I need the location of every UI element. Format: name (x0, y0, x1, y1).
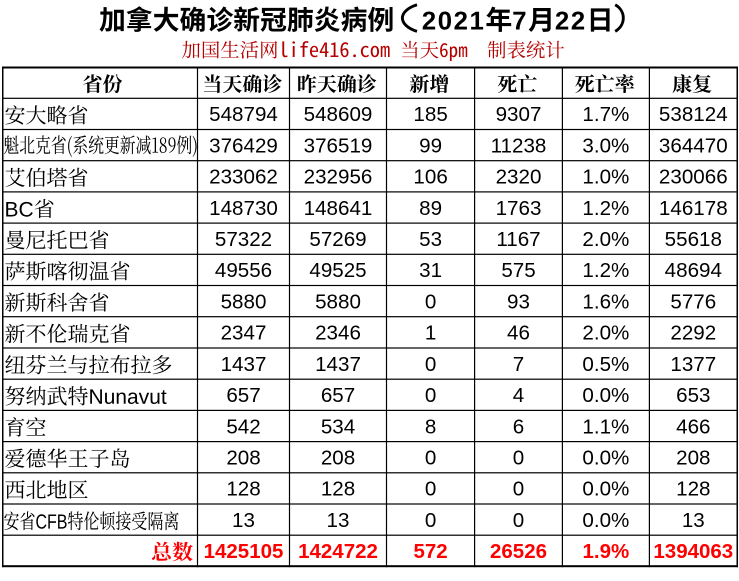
svg-text:8: 8 (425, 415, 436, 438)
svg-text:55618: 55618 (665, 228, 722, 251)
svg-text:0: 0 (425, 384, 436, 407)
svg-text:0.0%: 0.0% (582, 447, 629, 470)
svg-text:208: 208 (321, 447, 355, 470)
svg-text:572: 572 (413, 540, 447, 563)
svg-text:5880: 5880 (221, 290, 267, 313)
svg-text:1394063: 1394063 (653, 540, 733, 563)
svg-text:232956: 232956 (304, 166, 373, 189)
svg-text:2.0%: 2.0% (582, 322, 629, 345)
svg-text:542: 542 (226, 415, 260, 438)
svg-text:6: 6 (513, 415, 524, 438)
svg-text:0.5%: 0.5% (582, 353, 629, 376)
svg-text:1424722: 1424722 (298, 540, 378, 563)
svg-text:0.0%: 0.0% (582, 478, 629, 501)
svg-text:3.0%: 3.0% (582, 134, 629, 157)
svg-text:653: 653 (676, 384, 710, 407)
svg-text:53: 53 (419, 228, 442, 251)
svg-text:1: 1 (425, 322, 436, 345)
svg-text:208: 208 (676, 447, 710, 470)
svg-text:0: 0 (513, 447, 524, 470)
svg-text:1.0%: 1.0% (582, 166, 629, 189)
svg-text:146178: 146178 (659, 197, 728, 220)
svg-text:0: 0 (425, 509, 436, 532)
svg-text:2347: 2347 (221, 322, 267, 345)
svg-text:575: 575 (501, 259, 535, 282)
svg-text:364470: 364470 (659, 134, 728, 157)
svg-text:2346: 2346 (315, 322, 361, 345)
svg-text:534: 534 (321, 415, 355, 438)
svg-text:31: 31 (419, 259, 442, 282)
svg-text:1167: 1167 (496, 228, 540, 251)
svg-text:48694: 48694 (665, 259, 722, 282)
svg-text:26526: 26526 (490, 540, 547, 563)
svg-text:9307: 9307 (496, 103, 542, 126)
svg-text:185: 185 (413, 103, 447, 126)
svg-text:1.2%: 1.2% (582, 259, 629, 282)
svg-text:1377: 1377 (670, 353, 716, 376)
svg-text:89: 89 (419, 197, 442, 220)
svg-text:93: 93 (507, 290, 530, 313)
svg-text:1425105: 1425105 (204, 540, 284, 563)
svg-text:49525: 49525 (309, 259, 366, 282)
svg-text:13: 13 (327, 509, 350, 532)
svg-text:5776: 5776 (670, 290, 716, 313)
svg-text:7: 7 (513, 353, 524, 376)
svg-text:49556: 49556 (215, 259, 272, 282)
svg-text:0: 0 (425, 447, 436, 470)
svg-text:148730: 148730 (209, 197, 278, 220)
svg-text:1.2%: 1.2% (582, 197, 629, 220)
svg-text:46: 46 (507, 322, 530, 345)
svg-text:1437: 1437 (221, 353, 267, 376)
svg-text:128: 128 (226, 478, 260, 501)
svg-text:376519: 376519 (304, 134, 373, 157)
svg-text:208: 208 (226, 447, 260, 470)
svg-text:1763: 1763 (496, 197, 542, 220)
svg-text:466: 466 (676, 415, 710, 438)
svg-text:0: 0 (425, 478, 436, 501)
svg-text:548609: 548609 (304, 103, 373, 126)
svg-text:4: 4 (513, 384, 524, 407)
svg-text:0: 0 (425, 290, 436, 313)
svg-text:0: 0 (425, 353, 436, 376)
svg-text:0.0%: 0.0% (582, 509, 629, 532)
svg-text:99: 99 (419, 134, 442, 157)
svg-text:1.1%: 1.1% (582, 415, 629, 438)
svg-text:2.0%: 2.0% (582, 228, 629, 251)
svg-text:657: 657 (226, 384, 260, 407)
svg-text:0: 0 (513, 509, 524, 532)
svg-text:106: 106 (413, 166, 447, 189)
svg-text:148641: 148641 (304, 197, 373, 220)
svg-text:128: 128 (321, 478, 355, 501)
svg-text:11238: 11238 (491, 134, 547, 157)
svg-text:2292: 2292 (670, 322, 716, 345)
svg-text:548794: 548794 (209, 103, 278, 126)
svg-text:376429: 376429 (209, 134, 278, 157)
svg-text:657: 657 (321, 384, 355, 407)
svg-text:1.6%: 1.6% (582, 290, 629, 313)
svg-text:57322: 57322 (215, 228, 272, 251)
svg-text:0.0%: 0.0% (582, 384, 629, 407)
svg-text:538124: 538124 (659, 103, 728, 126)
svg-text:0: 0 (513, 478, 524, 501)
svg-text:13: 13 (682, 509, 705, 532)
svg-text:1.7%: 1.7% (582, 103, 629, 126)
svg-text:1437: 1437 (315, 353, 361, 376)
svg-text:57269: 57269 (309, 228, 366, 251)
svg-text:5880: 5880 (315, 290, 361, 313)
svg-text:230066: 230066 (659, 166, 728, 189)
svg-text:128: 128 (676, 478, 710, 501)
svg-text:233062: 233062 (209, 166, 278, 189)
svg-text:2320: 2320 (496, 166, 542, 189)
svg-text:1.9%: 1.9% (583, 540, 630, 563)
svg-text:13: 13 (232, 509, 255, 532)
